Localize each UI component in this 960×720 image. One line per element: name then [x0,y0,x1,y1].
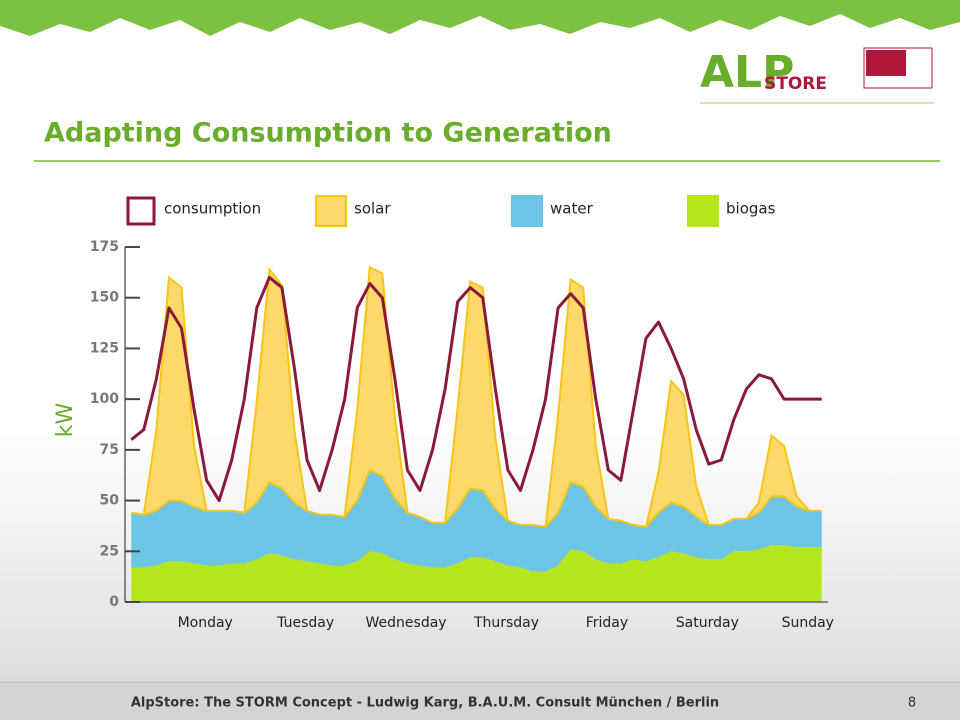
footer-bar [0,682,960,720]
slide-title: Adapting Consumption to Generation [44,118,612,149]
y-tick-label: 75 [100,442,119,458]
x-tick-label: Friday [586,615,628,631]
y-tick-label: 25 [100,543,119,559]
y-tick-label: 150 [90,290,119,306]
legend-swatch [315,195,347,227]
footer-text: AlpStore: The STORM Concept - Ludwig Kar… [131,696,719,711]
line-consumption [130,275,822,503]
area-biogas [131,545,822,602]
x-tick-label: Sunday [782,615,834,631]
y-axis-label: kW [53,403,78,438]
y-tick-label: 0 [109,594,119,610]
logo-main: ALP [700,47,794,98]
logo-sub: STORE [764,74,827,94]
x-tick-label: Tuesday [276,615,334,631]
mountain-banner [0,0,960,36]
legend-label: water [550,200,594,218]
page-number: 8 [908,696,916,711]
area-solar [131,265,822,529]
x-tick-label: Monday [178,615,233,631]
legend-swatch [126,196,156,226]
legend-swatch [687,195,719,227]
legend-label: biogas [726,200,776,218]
legend-label: solar [354,200,391,218]
partner-logo-mark [866,50,906,76]
y-tick-label: 125 [90,340,119,356]
legend-swatch [511,195,543,227]
x-tick-label: Thursday [473,615,539,631]
plot: consumption solar water biogas 0 25 50 75 100 125… [90,195,834,631]
area-water [131,470,822,572]
y-tick-label: 50 [100,493,120,509]
y-tick-label: 175 [90,239,119,255]
x-tick-label: Saturday [676,615,739,631]
y-tick-label: 100 [90,391,119,407]
x-tick-label: Wednesday [366,615,447,631]
legend-label: consumption [164,200,261,218]
